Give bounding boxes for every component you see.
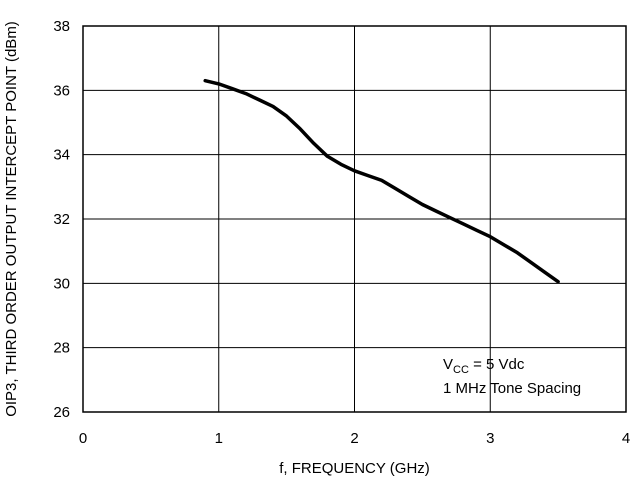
- annotation-rest: = 5 Vdc: [469, 356, 525, 373]
- y-tick-label: 38: [53, 18, 70, 35]
- y-tick-label: 36: [53, 82, 70, 99]
- annotation-subscript: CC: [453, 364, 469, 376]
- y-tick-label: 26: [53, 404, 70, 421]
- series-line: [203, 78, 560, 284]
- annotation: VCC = 5 Vdc 1 MHz Tone Spacing: [443, 356, 581, 397]
- x-tick-label: 1: [215, 430, 223, 447]
- x-axis-title: f, FREQUENCY (GHz): [279, 460, 430, 477]
- y-tick-label: 30: [53, 275, 70, 292]
- annotation-line-2: 1 MHz Tone Spacing: [443, 380, 581, 397]
- x-tick-label: 2: [350, 430, 358, 447]
- annotation-v: V: [443, 356, 453, 373]
- y-tick-label: 28: [53, 340, 70, 357]
- annotation-line-1: VCC = 5 Vdc: [443, 356, 525, 376]
- grid: [83, 26, 626, 412]
- x-tick-label: 3: [486, 430, 494, 447]
- y-axis-title: OIP3, THIRD ORDER OUTPUT INTERCEPT POINT…: [3, 21, 20, 417]
- x-tick-label: 4: [622, 430, 630, 447]
- y-tick-label: 34: [53, 147, 70, 164]
- x-tick-label: 0: [79, 430, 87, 447]
- y-tick-label: 32: [53, 211, 70, 228]
- plot-frame: [82, 25, 627, 413]
- series-layer: [203, 78, 560, 284]
